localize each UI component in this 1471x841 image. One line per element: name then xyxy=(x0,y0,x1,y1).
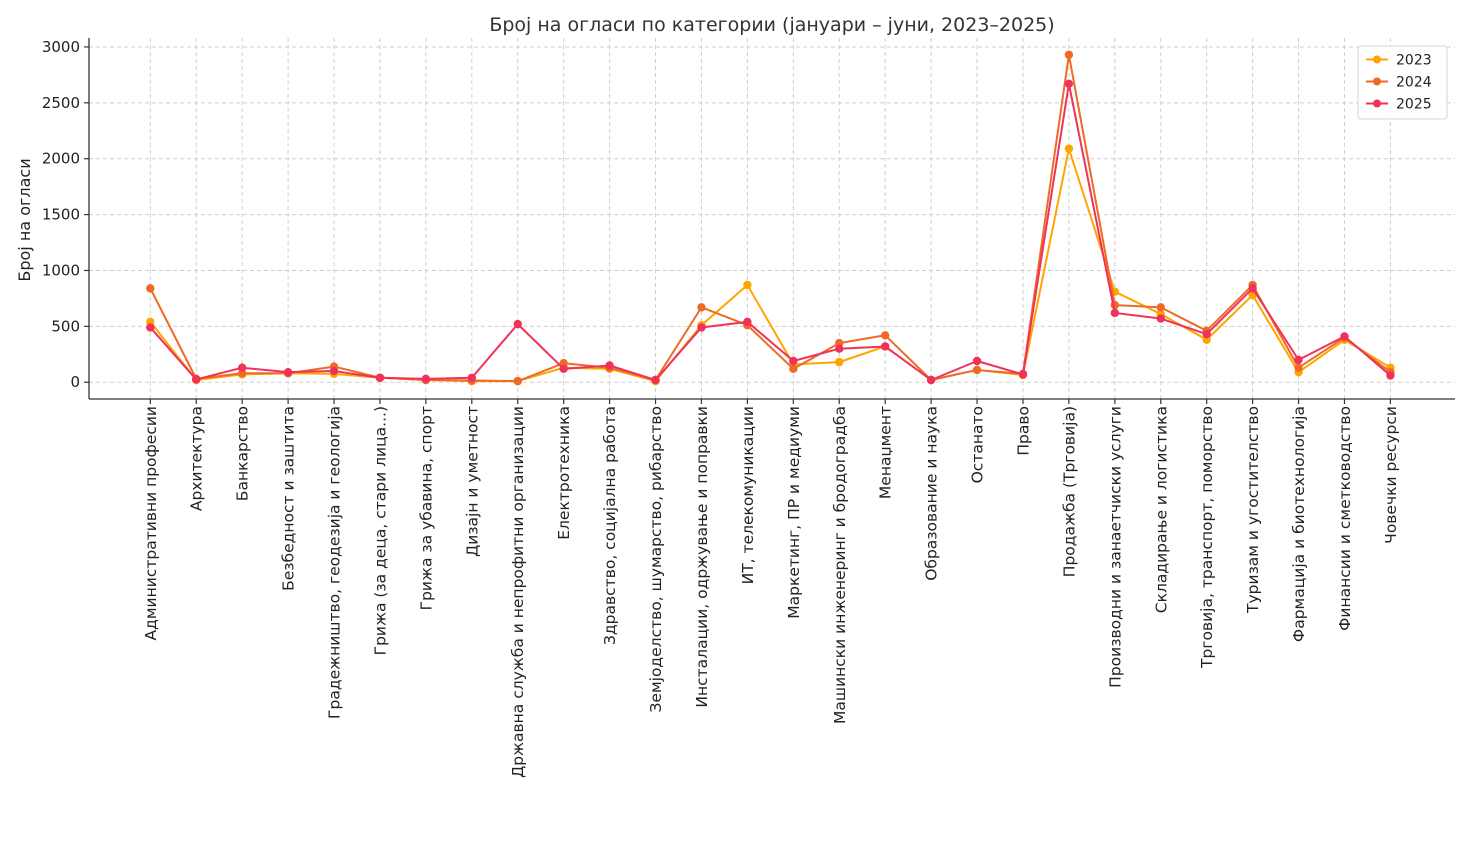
x-tick-label: Градежништво, геодезија и геологија xyxy=(326,406,344,719)
data-point-2025 xyxy=(146,323,155,332)
x-tick-label: Машински инженеринг и бродоградба xyxy=(831,406,849,724)
x-tick-label: Останато xyxy=(969,406,987,483)
x-tick-label: Државна служба и непрофитни организации xyxy=(509,406,527,778)
data-point-2025 xyxy=(835,344,844,353)
data-point-2025 xyxy=(467,373,477,382)
x-tick-label: Туризам и угостителство xyxy=(1244,406,1262,614)
data-point-2025 xyxy=(1202,329,1211,339)
data-point-2025 xyxy=(605,361,614,370)
x-tick-label: Производни и занаетчиски услуги xyxy=(1106,406,1124,688)
x-tick-label: Архитектура xyxy=(188,406,206,511)
data-point-2024 xyxy=(1156,303,1165,312)
x-tick-label: Безбедност и заштита xyxy=(280,406,298,591)
data-point-2025 xyxy=(697,323,706,332)
legend-swatch-marker xyxy=(1373,77,1381,86)
legend-label: 2025 xyxy=(1396,97,1432,113)
x-tick-label: Инсталации, одржување и поправки xyxy=(693,406,711,708)
x-tick-label: Грижа за убавина, спорт xyxy=(417,406,435,610)
y-tick-label: 3000 xyxy=(42,38,80,56)
chart-title: Број на огласи по категории (јануари – ј… xyxy=(489,14,1054,36)
legend-box xyxy=(1357,45,1448,120)
data-point-2025 xyxy=(926,375,936,385)
data-point-2024 xyxy=(513,376,522,386)
data-point-2025 xyxy=(880,342,890,351)
x-tick-label: Здравство, социјална работа xyxy=(601,406,619,645)
data-point-2025 xyxy=(283,367,293,377)
x-tick-label: Складирање и логистика xyxy=(1152,406,1170,613)
y-tick-label: 2000 xyxy=(42,150,80,168)
data-point-2025 xyxy=(972,356,982,366)
y-tick-label: 1000 xyxy=(42,261,80,279)
data-point-2024 xyxy=(880,331,890,340)
grid-lines xyxy=(89,38,1455,399)
x-tick-label: Право xyxy=(1014,406,1032,456)
data-point-2024 xyxy=(146,284,155,293)
data-point-2025 xyxy=(651,375,660,385)
legend: 2023 2024 2025 xyxy=(1357,45,1448,120)
data-point-2025 xyxy=(192,375,201,384)
series-2025 xyxy=(146,79,1395,385)
data-point-2025 xyxy=(743,317,752,327)
data-point-2025 xyxy=(421,374,431,384)
x-tick-label: Административни професии xyxy=(142,406,160,640)
data-point-2025 xyxy=(1248,284,1257,293)
data-point-2023 xyxy=(835,357,844,367)
y-ticks: 0 500 1000 1500 2000 2500 3000 xyxy=(42,38,89,391)
x-tick-label: Образование и наука xyxy=(923,406,941,581)
x-tick-label: Грижа (за деца, стари лица...) xyxy=(371,406,389,655)
x-tick-label: Банкарство xyxy=(234,406,252,501)
x-tick-label: Менаџмент xyxy=(877,406,895,499)
x-tick-label: Фармација и биотехнологија xyxy=(1290,406,1308,642)
series-lines xyxy=(146,50,1395,386)
x-tick-label: ИТ, телекомуникации xyxy=(739,406,757,584)
y-tick-label: 2500 xyxy=(42,94,80,112)
data-point-2025 xyxy=(1294,355,1303,365)
y-tick-label: 1500 xyxy=(42,206,80,224)
data-point-2025 xyxy=(1110,308,1120,318)
series-line-2024 xyxy=(149,53,1392,383)
axes xyxy=(88,38,1455,400)
legend-label: 2024 xyxy=(1396,75,1432,91)
legend-swatch-marker xyxy=(1373,55,1381,64)
data-point-2025 xyxy=(1386,371,1395,380)
x-tick-label: Човечки ресурси xyxy=(1382,406,1400,544)
data-point-2025 xyxy=(1064,79,1074,89)
y-tick-label: 0 xyxy=(70,373,80,391)
data-point-2025 xyxy=(1340,332,1349,341)
x-tick-label: Дизајн и уметност xyxy=(463,406,481,557)
legend-label: 2023 xyxy=(1396,53,1432,69)
data-point-2025 xyxy=(1018,370,1028,379)
x-tick-label: Електротехника xyxy=(555,406,573,540)
series-line-2025 xyxy=(149,82,1392,381)
data-point-2023 xyxy=(743,280,752,290)
data-point-2024 xyxy=(1294,363,1303,372)
y-tick-label: 500 xyxy=(51,317,80,335)
y-axis-label: Број на огласи xyxy=(15,158,34,281)
data-point-2025 xyxy=(513,319,522,329)
data-point-2025 xyxy=(789,356,798,366)
data-point-2024 xyxy=(697,303,706,312)
data-point-2025 xyxy=(237,363,247,372)
data-point-2025 xyxy=(559,364,568,374)
data-point-2024 xyxy=(972,365,982,375)
data-point-2025 xyxy=(375,373,385,382)
x-tick-label: Земјоделство, шумарство, рибарство xyxy=(647,406,665,713)
x-tick-label: Трговија, транспорт, поморство xyxy=(1198,406,1216,669)
series-2023 xyxy=(146,144,1395,386)
x-ticks: Административни професии Архитектура Банка… xyxy=(142,399,1400,778)
data-point-2025 xyxy=(1156,314,1165,323)
data-point-2024 xyxy=(789,364,798,374)
data-point-2024 xyxy=(1064,50,1074,59)
data-point-2025 xyxy=(329,366,339,376)
data-point-2023 xyxy=(1064,144,1074,153)
x-tick-label: Финансии и сметководство xyxy=(1336,406,1354,631)
x-tick-label: Маркетинг, ПР и медиуми xyxy=(785,406,803,619)
x-tick-label: Продажба (Трговија) xyxy=(1060,406,1078,577)
legend-swatch-marker xyxy=(1373,99,1381,108)
